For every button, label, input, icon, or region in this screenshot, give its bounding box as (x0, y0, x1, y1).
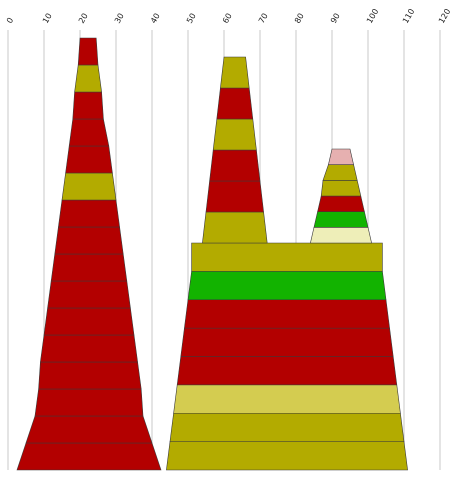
middle-peak (202, 56, 268, 244)
left-tower (16, 37, 162, 471)
middle-peak-layer (209, 149, 261, 182)
left-tower-layer (58, 199, 120, 228)
right-group-base-layer (191, 242, 383, 272)
right-group-base (166, 242, 408, 471)
x-tick-label: 110 (401, 7, 416, 25)
left-tower-layer (34, 388, 144, 417)
middle-peak-layer (212, 118, 257, 151)
right-group-base-layer (169, 412, 405, 442)
x-tick-label: 30 (113, 12, 126, 25)
right-group-base-layer (176, 356, 398, 386)
right-group-base-layer (180, 327, 394, 357)
left-tower-layer (38, 361, 142, 390)
left-tower-layer (68, 118, 110, 147)
right-peak-layer (317, 195, 365, 212)
right-group-base-layer (173, 384, 401, 414)
x-tick-label: 100 (365, 7, 380, 25)
middle-peak-layer (216, 87, 254, 120)
left-tower-layer (40, 334, 138, 363)
x-axis-tick-labels: 0 10 20 30 40 50 60 70 80 90 100 110 120 (5, 7, 452, 25)
x-tick-label: 120 (437, 7, 452, 25)
left-tower-layer (74, 64, 102, 93)
left-tower-layer (47, 280, 131, 309)
right-peak-layer (310, 227, 372, 244)
x-tick-label: 10 (41, 12, 54, 25)
left-tower-layer (65, 145, 113, 174)
right-peak-layer (328, 148, 354, 165)
left-tower-layer (25, 415, 153, 444)
right-peak (310, 148, 372, 244)
left-tower-layer (72, 91, 104, 120)
left-tower-layer (16, 442, 162, 471)
x-tick-label: 80 (293, 12, 306, 25)
right-peak-layer (320, 180, 362, 197)
left-tower-layer (61, 172, 117, 201)
x-tick-label: 50 (185, 12, 198, 25)
left-tower-layer (77, 37, 99, 66)
middle-peak-layer (205, 180, 264, 213)
right-peak-layer (313, 211, 369, 228)
middle-peak-layer (220, 56, 250, 89)
left-tower-layer (50, 253, 128, 282)
right-group-base-layer (166, 441, 408, 471)
x-tick-label: 0 (5, 16, 15, 25)
x-tick-label: 90 (329, 12, 342, 25)
middle-peak-layer (202, 211, 268, 244)
right-peak-layer (322, 164, 358, 181)
right-group-base-layer (187, 271, 387, 301)
x-tick-label: 70 (257, 12, 270, 25)
layer-shapes (16, 37, 408, 471)
left-tower-layer (43, 307, 135, 336)
x-tick-label: 40 (149, 12, 162, 25)
left-tower-layer (54, 226, 124, 255)
x-tick-label: 20 (77, 12, 90, 25)
right-group-base-layer (184, 299, 390, 329)
x-tick-label: 60 (221, 12, 234, 25)
